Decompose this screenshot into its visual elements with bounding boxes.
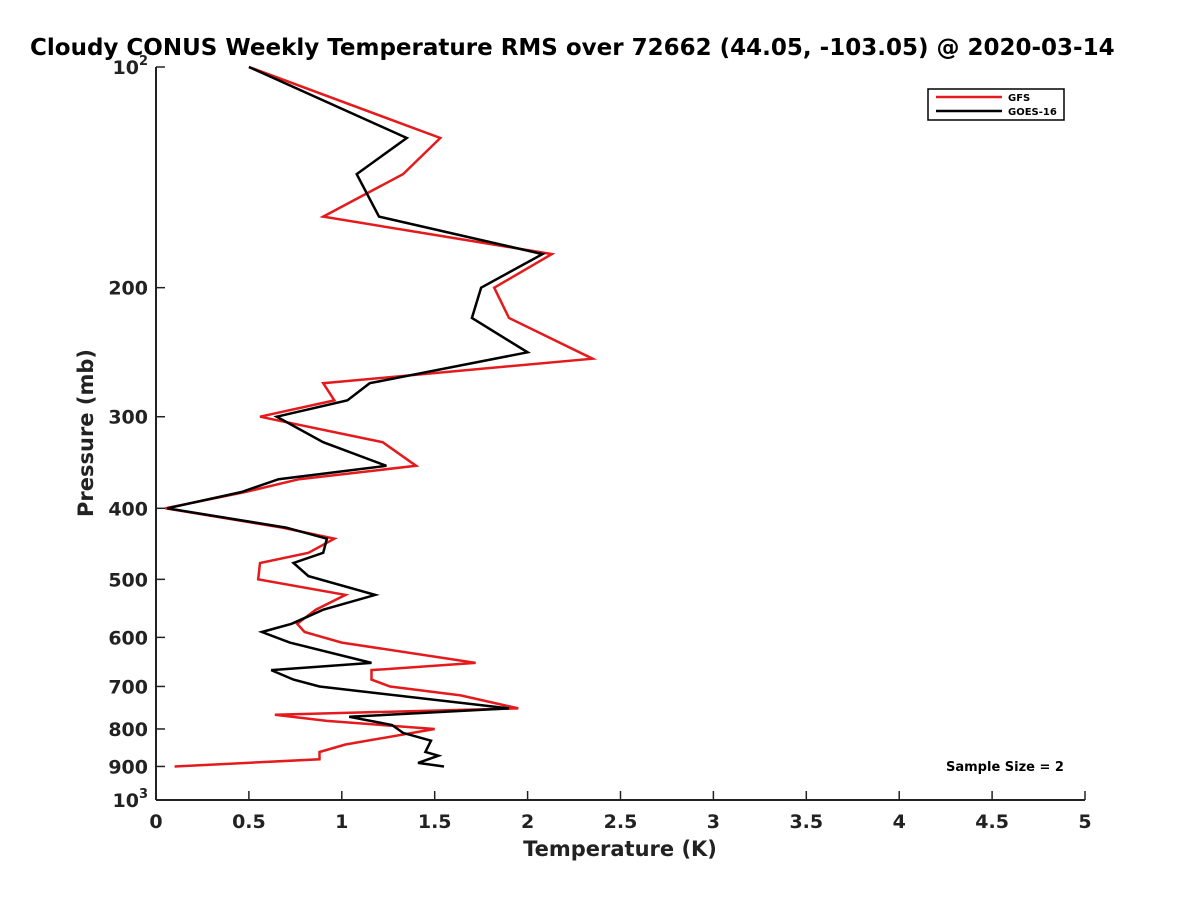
x-tick-label: 1.5 <box>418 811 452 833</box>
y-axis-ticks: 102 200 300 400 500 600 700 800 900 103 <box>108 54 165 812</box>
x-tick-label: 3 <box>707 811 720 833</box>
y-tick-label: 800 <box>108 719 148 741</box>
series-line-gfs <box>165 65 598 768</box>
plot-area <box>156 67 1085 800</box>
y-tick-label: 102 <box>113 54 149 79</box>
y-tick-label: 900 <box>108 756 148 778</box>
legend-label-gfs: GFS <box>1008 93 1030 104</box>
x-tick-label: 4.5 <box>975 811 1009 833</box>
x-tick-label: 2.5 <box>604 811 638 833</box>
x-tick-label: 0 <box>149 811 162 833</box>
x-tick-label: 0.5 <box>232 811 266 833</box>
y-tick-label: 103 <box>113 787 149 812</box>
legend-label-goes-16: GOES-16 <box>1008 107 1057 118</box>
x-tick-label: 4 <box>893 811 906 833</box>
legend: GFS GOES-16 <box>927 88 1065 121</box>
chart-title: Cloudy CONUS Weekly Temperature RMS over… <box>30 35 1115 61</box>
y-tick-label: 400 <box>108 498 148 520</box>
y-tick-label: 600 <box>108 627 148 649</box>
x-tick-label: 1 <box>335 811 348 833</box>
x-tick-label: 5 <box>1078 811 1091 833</box>
x-axis-label: Temperature (K) <box>523 837 717 861</box>
series-line-goes-16 <box>166 65 546 768</box>
y-axis-label: Pressure (mb) <box>74 349 98 517</box>
series-layer <box>165 65 598 768</box>
y-tick-label: 500 <box>108 569 148 591</box>
legend-box <box>927 88 1065 121</box>
y-tick-label: 300 <box>108 407 148 429</box>
y-tick-label: 700 <box>108 676 148 698</box>
x-axis-ticks: 0 0.5 1 1.5 2 2.5 3 3.5 4 4.5 5 <box>149 791 1092 833</box>
x-tick-label: 2 <box>521 811 534 833</box>
x-tick-label: 3.5 <box>789 811 823 833</box>
sample-size-annotation: Sample Size = 2 <box>946 760 1064 775</box>
y-tick-label: 200 <box>108 278 148 300</box>
